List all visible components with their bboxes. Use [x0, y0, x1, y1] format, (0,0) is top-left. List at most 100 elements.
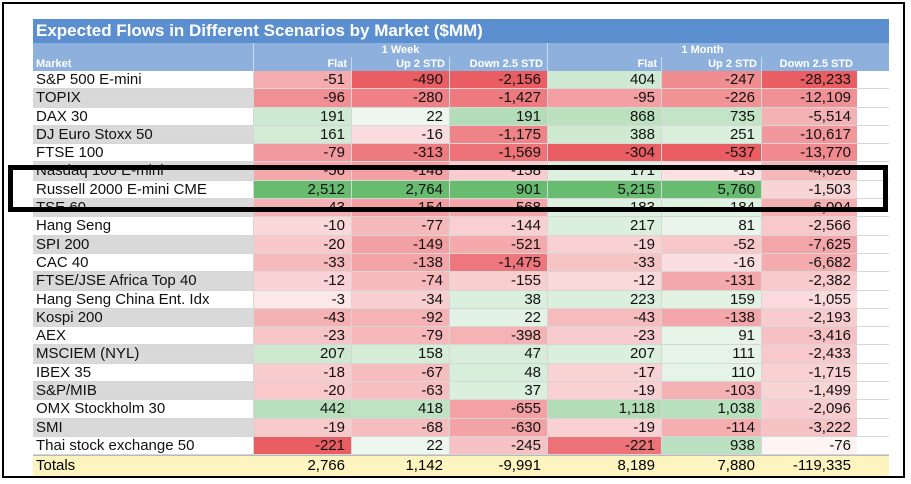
- totals-cell: 7,880: [717, 457, 755, 475]
- value-cell: 38: [449, 290, 547, 308]
- value-cell: -221: [547, 436, 661, 455]
- value-cell: 388: [547, 125, 661, 144]
- value-cell: 207: [253, 345, 351, 363]
- group-header-month: 1 Month: [547, 43, 857, 57]
- value-cell: -96: [253, 89, 351, 107]
- value-cell: 2,764: [351, 180, 449, 199]
- outer-frame: [2, 2, 905, 478]
- value-cell: -43: [547, 308, 661, 327]
- value-cell: -13: [661, 162, 761, 180]
- value-cell: -154: [351, 199, 449, 217]
- totals-cell: 8,189: [617, 457, 655, 475]
- value-cell: 158: [351, 345, 449, 363]
- value-cell: -52: [661, 235, 761, 253]
- value-cell: -5,514: [761, 107, 857, 125]
- value-cell: -28,233: [761, 71, 857, 89]
- market-name: Nasdaq 100 E-mini: [33, 162, 253, 180]
- totals-cell: 2,766: [307, 457, 345, 475]
- flows-table: Expected Flows in Different Scenarios by…: [33, 19, 889, 477]
- value-cell: -155: [449, 272, 547, 290]
- value-cell: -12: [547, 272, 661, 290]
- value-cell: 251: [661, 125, 761, 144]
- value-cell: -56: [253, 162, 351, 180]
- value-cell: -2,096: [761, 400, 857, 418]
- table-row: FTSE/JSE Africa Top 40 -12 -74 -155 -12 -131-…: [33, 272, 889, 291]
- value-cell: -630: [449, 418, 547, 436]
- value-cell: -43: [253, 199, 351, 217]
- value-cell: -1,499: [761, 382, 857, 400]
- value-cell: 207: [547, 345, 661, 363]
- value-cell: 191: [449, 107, 547, 125]
- value-cell: -34: [351, 290, 449, 308]
- value-cell: -12: [253, 272, 351, 290]
- market-name: Hang Seng China Ent. Idx: [36, 290, 210, 308]
- value-cell: 37: [449, 382, 547, 400]
- value-cell: -4,626: [761, 162, 857, 180]
- value-cell: 1,118: [547, 400, 661, 418]
- market-name: IBEX 35: [36, 363, 92, 381]
- value-cell: -51: [253, 71, 351, 89]
- value-cell: -103: [661, 382, 761, 400]
- value-cell: 442: [253, 400, 351, 418]
- value-cell: -1,055: [761, 290, 857, 308]
- value-cell: 404: [547, 71, 661, 89]
- value-cell: -247: [661, 71, 761, 89]
- table-row: Thai stock exchange 50 -221 22 -245 -221 938-…: [33, 436, 889, 456]
- totals-row: Totals 2,766 1,142 -9,991 8,189 7,880 -1…: [33, 455, 889, 477]
- market-name: S&P/MIB: [33, 382, 253, 400]
- value-cell: -6,004: [761, 199, 857, 217]
- market-name: OMX Stockholm 30: [36, 400, 166, 418]
- col-header-week-up: Up 2 STD: [351, 57, 449, 71]
- value-cell: -79: [253, 144, 351, 162]
- totals-label: Totals: [36, 457, 76, 475]
- value-cell: 159: [661, 290, 761, 308]
- group-header-row: 1 Week 1 Month: [33, 43, 889, 57]
- market-name: Russell 2000 E-mini CME: [36, 180, 207, 198]
- value-cell: 81: [661, 217, 761, 235]
- value-cell: -20: [253, 235, 351, 253]
- value-cell: -79: [351, 327, 449, 345]
- col-header-month-up: Up 2 STD: [661, 57, 761, 71]
- value-cell: -19: [547, 418, 661, 436]
- table-row: DJ Euro Stoxx 50 161 -16 -1,175 388 251 -10,61…: [33, 125, 889, 145]
- market-name: MSCIEM (NYL): [33, 345, 253, 363]
- table-title: Expected Flows in Different Scenarios by…: [33, 19, 889, 43]
- table-row: DAX 30 191 22 191 868 735 -5,514: [33, 107, 889, 126]
- value-cell: 91: [661, 327, 761, 345]
- value-cell: -226: [661, 89, 761, 107]
- market-name: S&P 500 E-mini: [36, 71, 142, 88]
- value-cell: 901: [449, 180, 547, 199]
- value-cell: -114: [661, 418, 761, 436]
- value-cell: 938: [661, 436, 761, 455]
- value-cell: -521: [449, 235, 547, 253]
- value-cell: -3,416: [761, 327, 857, 345]
- value-cell: -398: [449, 327, 547, 345]
- value-cell: 110: [661, 363, 761, 382]
- value-cell: 2,512: [253, 180, 351, 199]
- table-row: Russell 2000 E-mini CME 2,512 2,764 901 5,21…: [33, 180, 889, 200]
- value-cell: -76: [761, 436, 857, 455]
- group-header-week: 1 Week: [253, 43, 547, 57]
- value-cell: -74: [351, 272, 449, 290]
- col-header-month-flat: Flat: [547, 57, 661, 71]
- value-cell: -221: [253, 436, 351, 455]
- value-cell: -304: [547, 144, 661, 162]
- table-row: TOPIX -96 -280 -1,427 -95 -226 -12,109: [33, 89, 889, 108]
- value-cell: 22: [351, 107, 449, 125]
- value-cell: -68: [351, 418, 449, 436]
- value-cell: -144: [449, 217, 547, 235]
- value-cell: -63: [351, 382, 449, 400]
- table-row: S&P 500 E-mini -51 -490 -2,156 404 -247 -28,23…: [33, 71, 889, 90]
- value-cell: -16: [351, 125, 449, 144]
- table-row: CAC 40 -33 -138 -1,475 -33 -16 -6,682: [33, 253, 889, 273]
- value-cell: -1,175: [449, 125, 547, 144]
- market-name: AEX: [36, 327, 67, 345]
- table-row: Nasdaq 100 E-mini -56 -148 -158 171 -13 -4,626: [33, 162, 889, 181]
- market-name: FTSE/JSE Africa Top 40: [33, 272, 253, 290]
- value-cell: -92: [351, 308, 449, 327]
- value-cell: -12,109: [761, 89, 857, 107]
- value-cell: -149: [351, 235, 449, 253]
- value-cell: 5,760: [661, 180, 761, 199]
- market-name: DAX 30: [36, 107, 88, 125]
- value-cell: -18: [253, 363, 351, 382]
